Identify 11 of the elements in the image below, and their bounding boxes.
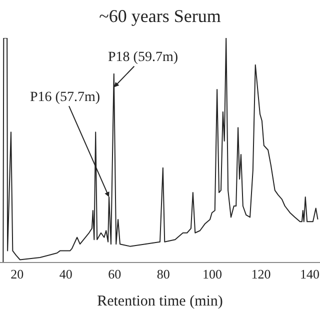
- x-tick-label: 120: [251, 266, 271, 282]
- annotation: P18 (59.7m): [108, 50, 178, 65]
- x-tick-label: 80: [156, 266, 170, 282]
- x-axis-title: Retention time (min): [97, 294, 223, 310]
- x-tick-label: 40: [59, 266, 72, 282]
- x-tick-label: 60: [108, 266, 122, 282]
- chart-title: ~60 years Serum: [99, 6, 221, 26]
- x-tick-label: 100: [202, 266, 222, 282]
- x-tick-label: 140: [300, 266, 320, 282]
- x-tick-label: 20: [10, 266, 24, 282]
- annotation: P16 (57.7m): [30, 90, 100, 105]
